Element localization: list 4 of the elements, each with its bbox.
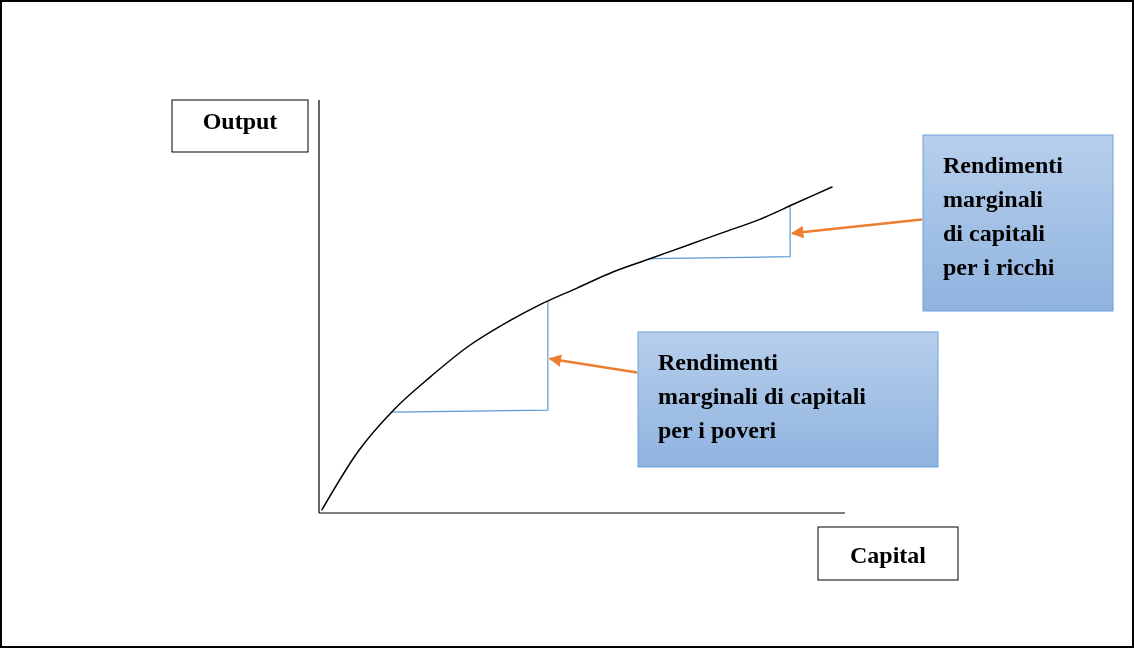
annotation: Rendimenti marginali di capitali per i poveri [658, 349, 867, 443]
x-axis-title: Capital [849, 542, 927, 568]
y-axis-title: Output [202, 108, 278, 134]
text: Rendimenti marginali di capitali per i ricchi [943, 152, 1064, 280]
